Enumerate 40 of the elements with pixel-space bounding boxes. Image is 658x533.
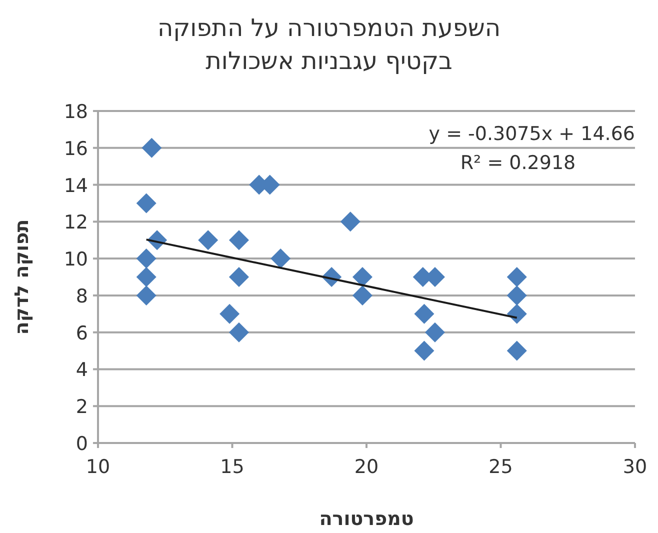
point bbox=[506, 267, 527, 287]
point bbox=[270, 248, 291, 269]
x-tick-label: 25 bbox=[488, 456, 513, 478]
point bbox=[228, 267, 249, 287]
y-axis-title: תפוקה לדקה bbox=[11, 219, 33, 335]
x-tick-label: 30 bbox=[622, 456, 648, 478]
y-tick-label: 18 bbox=[64, 101, 88, 123]
y-tick-label: 4 bbox=[76, 359, 88, 382]
chart-title: השפעת הטמפרטורה על התפוקה בקטיף עגבניות אשכולות bbox=[157, 14, 501, 75]
point bbox=[414, 340, 434, 361]
point bbox=[506, 285, 527, 306]
y-tick-label: 8 bbox=[76, 285, 88, 308]
point bbox=[136, 248, 156, 269]
annotation: y = -0.3075x + 14.66 bbox=[428, 123, 635, 145]
point bbox=[352, 285, 372, 306]
point bbox=[506, 340, 527, 361]
point bbox=[352, 267, 372, 287]
y-tick-label: 6 bbox=[76, 322, 88, 344]
point bbox=[136, 285, 156, 306]
y-tick-label: 0 bbox=[76, 433, 88, 455]
y-tick-label: 12 bbox=[64, 212, 88, 234]
point bbox=[136, 267, 156, 287]
x-tick-label: 20 bbox=[354, 456, 379, 478]
y-tick-label: 2 bbox=[76, 396, 88, 418]
point bbox=[142, 138, 162, 158]
point bbox=[198, 230, 218, 250]
point bbox=[228, 322, 249, 342]
point bbox=[340, 212, 360, 232]
point bbox=[506, 304, 527, 324]
y-tick-label: 10 bbox=[64, 248, 88, 271]
point bbox=[220, 304, 240, 324]
y-tick-label: 16 bbox=[64, 138, 88, 160]
point bbox=[136, 193, 156, 214]
point bbox=[414, 304, 434, 324]
point bbox=[228, 230, 249, 250]
y-tick-label: 14 bbox=[64, 174, 88, 197]
x-tick-label: 15 bbox=[220, 456, 244, 478]
annotation: R² = 0.2918 bbox=[460, 152, 576, 174]
x-axis-title: טמפרטורה bbox=[319, 508, 414, 530]
point bbox=[424, 322, 445, 342]
